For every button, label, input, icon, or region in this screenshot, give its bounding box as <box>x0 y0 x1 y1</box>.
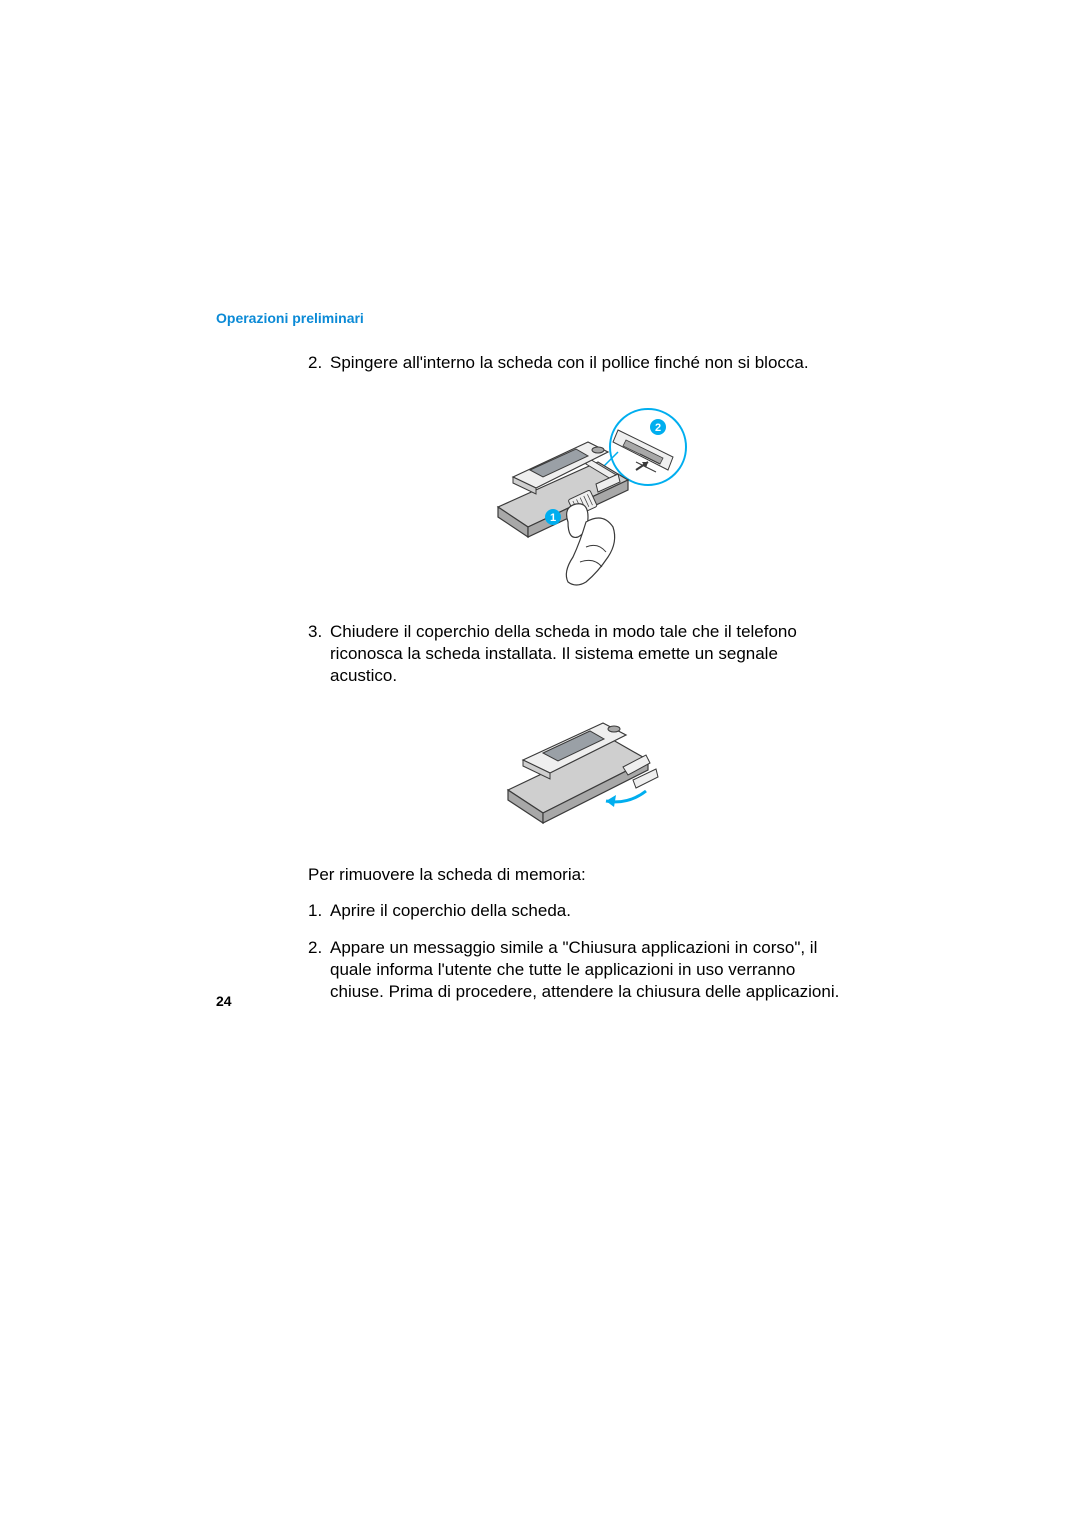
step-number: 3. <box>308 621 330 687</box>
content-block: 2. Spingere all'interno la scheda con il… <box>308 352 848 1011</box>
step-text: Aprire il coperchio della scheda. <box>330 900 848 922</box>
figure-insert-card: 2 <box>308 392 848 597</box>
step-text: Chiudere il coperchio della scheda in mo… <box>330 621 848 687</box>
step-text: Spingere all'interno la scheda con il po… <box>330 352 848 374</box>
paragraph: Per rimuovere la scheda di memoria: <box>308 864 848 886</box>
step-number: 2. <box>308 937 330 1003</box>
svg-text:1: 1 <box>550 512 556 524</box>
section-header: Operazioni preliminari <box>216 310 364 326</box>
phone-close-cover-illustration <box>488 705 668 835</box>
step-number: 2. <box>308 352 330 374</box>
step-text: Appare un messaggio simile a "Chiusura a… <box>330 937 848 1003</box>
step-item: 1. Aprire il coperchio della scheda. <box>308 900 848 922</box>
step-item: 2. Appare un messaggio simile a "Chiusur… <box>308 937 848 1003</box>
step-item: 3. Chiudere il coperchio della scheda in… <box>308 621 848 687</box>
phone-insert-card-illustration: 2 <box>468 392 688 592</box>
page: Operazioni preliminari 2. Spingere all'i… <box>0 0 1080 1528</box>
svg-text:2: 2 <box>655 422 661 434</box>
figure-close-cover <box>308 705 848 840</box>
step-number: 1. <box>308 900 330 922</box>
step-item: 2. Spingere all'interno la scheda con il… <box>308 352 848 374</box>
page-number: 24 <box>216 993 232 1009</box>
